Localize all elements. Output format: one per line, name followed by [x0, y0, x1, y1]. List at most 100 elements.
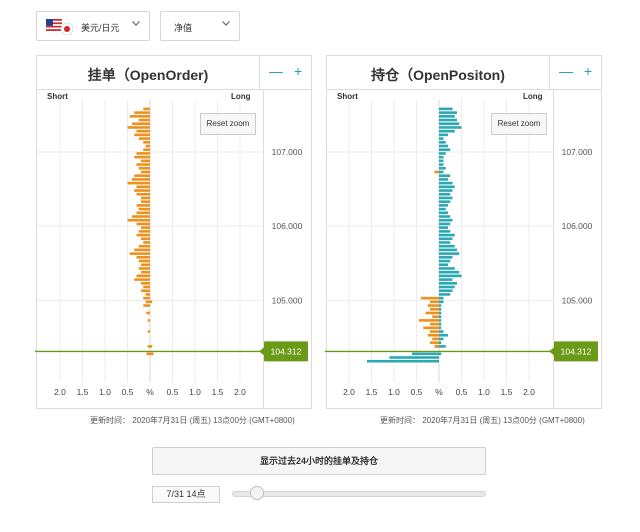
bar	[439, 274, 462, 278]
bar	[434, 345, 439, 348]
bar	[145, 300, 150, 304]
bar	[430, 307, 439, 311]
current-price-label: 104.312	[561, 346, 592, 356]
x-tick-label: 1.5	[501, 387, 513, 397]
x-tick-label: 1.5	[212, 387, 224, 397]
bar	[136, 233, 150, 237]
bar	[439, 296, 444, 300]
bar	[439, 166, 446, 170]
x-tick-label: 2.0	[343, 387, 355, 397]
bar	[430, 322, 439, 326]
bar	[439, 178, 448, 181]
x-tick-label: 1.0	[189, 387, 201, 397]
bar	[439, 155, 444, 159]
bar	[439, 148, 451, 152]
bar	[127, 126, 150, 129]
currency-pair-dropdown[interactable]: 美元/日元	[36, 11, 150, 41]
bar	[136, 163, 150, 166]
bar	[439, 270, 460, 274]
bar	[439, 263, 448, 267]
x-tick-label: 0.5	[122, 387, 134, 397]
bar	[129, 115, 150, 118]
bar	[138, 244, 150, 248]
bar	[143, 304, 150, 307]
price-tick-label: 106.000	[272, 221, 303, 231]
bar	[134, 174, 150, 177]
bar	[141, 200, 150, 203]
bar	[132, 215, 150, 218]
bar	[418, 319, 439, 322]
bar	[439, 267, 455, 270]
bar	[439, 200, 451, 203]
bar	[439, 326, 442, 330]
positions-chart: 107.000 106.000 105.000 104.312 2.0 1.5 1.0 0.5…	[325, 89, 598, 408]
bar	[432, 315, 439, 318]
bar	[439, 163, 444, 166]
bar	[432, 337, 439, 341]
bar	[129, 252, 150, 255]
time-slider-thumb[interactable]	[250, 486, 265, 500]
bar	[141, 226, 150, 229]
bar	[439, 137, 444, 140]
bar	[439, 133, 448, 137]
bar	[147, 345, 150, 348]
short-label: Short	[337, 92, 358, 101]
bar	[439, 333, 448, 337]
bar	[143, 141, 150, 144]
bar	[141, 289, 150, 293]
x-tick-label: 1.0	[478, 387, 490, 397]
bar	[143, 148, 150, 152]
view-mode-dropdown[interactable]: 净值	[160, 11, 240, 41]
bar	[439, 107, 453, 111]
bar	[134, 189, 150, 192]
x-tick-label: 2.0	[523, 387, 535, 397]
bar	[439, 115, 455, 118]
current-price-label: 104.312	[271, 346, 302, 356]
bar	[146, 352, 150, 356]
bar	[439, 159, 444, 163]
date-time-label: 7/31 14点	[152, 486, 220, 503]
bar	[430, 330, 439, 333]
bar	[136, 204, 150, 207]
x-tick-label: 0.5	[167, 387, 179, 397]
zoom-in-icon[interactable]: +	[584, 63, 593, 79]
chevron-down-icon	[222, 21, 230, 26]
bar	[439, 237, 453, 241]
zoom-out-icon[interactable]: —	[559, 63, 573, 79]
bar	[145, 144, 150, 148]
bar	[136, 211, 150, 215]
zoom-out-icon[interactable]: —	[269, 63, 283, 79]
price-tick-label: 107.000	[562, 147, 593, 157]
bar	[430, 341, 439, 344]
bar	[425, 311, 439, 315]
bar	[143, 285, 150, 289]
bar	[134, 155, 150, 159]
x-tick-label: %	[435, 387, 443, 397]
bar	[439, 230, 451, 233]
us-jp-flag-icon	[46, 19, 74, 35]
zoom-in-icon[interactable]: +	[294, 63, 303, 79]
bar	[143, 107, 150, 111]
orders-panel-title: 挂单（OpenOrder)	[87, 67, 209, 83]
bar	[439, 144, 448, 148]
bar	[439, 170, 444, 174]
bar	[439, 189, 453, 192]
price-tick-label: 107.000	[272, 147, 303, 157]
orders-panel: 挂单（OpenOrder) — + Short Long 107.000 106.…	[35, 55, 312, 409]
bar	[439, 181, 453, 185]
current-price-badge	[554, 341, 598, 362]
positions-panel: 持仓（OpenPositon) — + Short Long 107.000 10…	[325, 55, 602, 409]
reset-zoom-button[interactable]: Reset zoom	[491, 113, 547, 135]
bar	[141, 196, 150, 200]
time-slider-track[interactable]	[232, 491, 486, 497]
bar	[439, 259, 451, 263]
bar	[439, 241, 451, 244]
show-24h-button[interactable]: 显示过去24小时的挂单及持仓	[152, 447, 486, 475]
bar	[439, 204, 448, 207]
orders-panel-header: 挂单（OpenOrder) — +	[37, 56, 311, 90]
x-tick-label: 1.0	[388, 387, 400, 397]
orders-zoom-controls: — +	[259, 56, 312, 89]
bar	[439, 141, 446, 144]
reset-zoom-button[interactable]: Reset zoom	[200, 113, 256, 135]
bar	[143, 241, 150, 244]
